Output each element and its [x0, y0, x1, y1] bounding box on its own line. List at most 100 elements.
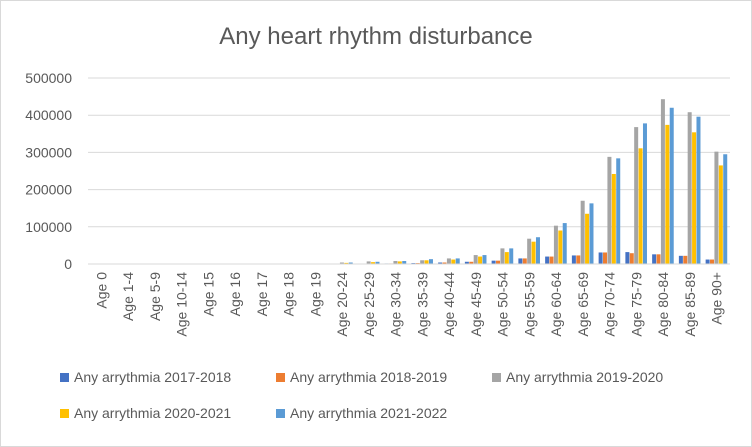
- chart-title: Any heart rhythm disturbance: [219, 23, 533, 50]
- bar: [482, 255, 487, 264]
- bar: [393, 261, 398, 264]
- bar: [660, 99, 665, 264]
- bars: [331, 99, 728, 265]
- bar: [469, 261, 474, 264]
- bar: [562, 223, 567, 264]
- bar: [665, 124, 670, 265]
- bar: [549, 256, 554, 264]
- bar: [438, 262, 443, 264]
- bar: [473, 255, 478, 264]
- bar: [607, 156, 612, 264]
- y-tick-label: 300000: [25, 144, 72, 160]
- bar: [678, 255, 683, 264]
- x-tick-label: Age 80-84: [655, 272, 671, 337]
- legend-swatch: [60, 409, 69, 418]
- bar: [585, 213, 590, 264]
- legend-swatch: [60, 373, 69, 382]
- bar: [500, 248, 505, 264]
- bar: [580, 200, 585, 264]
- x-tick-label: Age 17: [254, 272, 270, 317]
- x-tick-label: Age 5-9: [147, 272, 163, 321]
- bar: [683, 255, 688, 264]
- x-tick-label: Age 16: [227, 272, 243, 317]
- bar: [344, 262, 349, 264]
- x-tick-label: Age 90+: [709, 272, 725, 325]
- x-tick-label: Age 65-69: [575, 272, 591, 337]
- legend: Any arrythmia 2017-2018 Any arrythmia 201…: [60, 369, 663, 421]
- x-tick-label: Age 10-14: [174, 272, 190, 337]
- x-tick-label: Age 25-29: [361, 272, 377, 337]
- bar: [603, 252, 608, 264]
- bar: [348, 262, 353, 264]
- bar: [531, 241, 536, 264]
- bar: [402, 261, 407, 264]
- bar: [553, 225, 558, 264]
- x-tick-label: Age 18: [281, 272, 297, 317]
- x-tick-label: Age 35-39: [414, 272, 430, 337]
- bar: [428, 259, 433, 264]
- x-tick-label: Age 85-89: [682, 272, 698, 337]
- x-tick-label: Age 50-54: [495, 272, 511, 337]
- bar: [545, 256, 550, 264]
- bar: [366, 261, 371, 264]
- bar: [446, 258, 451, 264]
- legend-label: Any arrythmia 2018-2019: [290, 369, 447, 385]
- bar: [571, 255, 576, 264]
- bar: [518, 258, 523, 264]
- x-tick-label: Age 19: [307, 272, 323, 317]
- bar: [642, 123, 647, 264]
- y-tick-label: 500000: [25, 70, 72, 86]
- x-tick-label: Age 0: [93, 272, 109, 309]
- bar: [420, 260, 425, 264]
- bar: [638, 148, 643, 264]
- bar: [714, 151, 719, 264]
- x-tick-label: Age 20-24: [334, 272, 350, 337]
- bar: [371, 262, 376, 264]
- bar: [535, 237, 540, 264]
- legend-label: Any arrythmia 2017-2018: [74, 369, 231, 385]
- y-axis-ticks: 0 100000 200000 300000 400000 500000: [25, 70, 72, 272]
- x-tick-label: Age 15: [200, 272, 216, 317]
- legend-swatch: [276, 373, 285, 382]
- bar: [527, 238, 532, 264]
- bar: [558, 230, 563, 264]
- x-tick-label: Age 30-34: [388, 272, 404, 337]
- x-tick-label: Age 60-64: [548, 272, 564, 337]
- x-tick-label: Age 40-44: [441, 272, 457, 337]
- bar: [509, 248, 514, 264]
- legend-label: Any arrythmia 2020-2021: [74, 405, 231, 421]
- legend-swatch: [276, 409, 285, 418]
- bar: [692, 132, 697, 264]
- x-tick-label: Age 45-49: [468, 272, 484, 337]
- bar: [629, 253, 634, 264]
- bar: [464, 261, 469, 264]
- x-tick-label: Age 55-59: [521, 272, 537, 337]
- bar: [375, 261, 380, 264]
- bar: [442, 262, 447, 264]
- bar: [687, 112, 692, 264]
- bar: [522, 258, 527, 264]
- bar: [616, 158, 621, 264]
- legend-swatch: [492, 373, 501, 382]
- bar: [696, 116, 701, 264]
- y-tick-label: 400000: [25, 107, 72, 123]
- bar: [634, 127, 639, 264]
- bar: [451, 259, 456, 264]
- bar: [611, 173, 616, 264]
- legend-label: Any arrythmia 2019-2020: [506, 369, 663, 385]
- bar: [705, 259, 710, 264]
- legend-label: Any arrythmia 2021-2022: [290, 405, 447, 421]
- bar: [625, 252, 630, 264]
- gridlines: [88, 77, 730, 228]
- bar: [669, 107, 674, 264]
- y-tick-label: 0: [64, 256, 72, 272]
- bar: [397, 261, 402, 264]
- bar: [723, 154, 728, 264]
- bar: [455, 258, 460, 264]
- bar: [424, 260, 429, 264]
- bar: [589, 203, 594, 264]
- bar: [576, 255, 581, 264]
- x-tick-label: Age 75-79: [628, 272, 644, 337]
